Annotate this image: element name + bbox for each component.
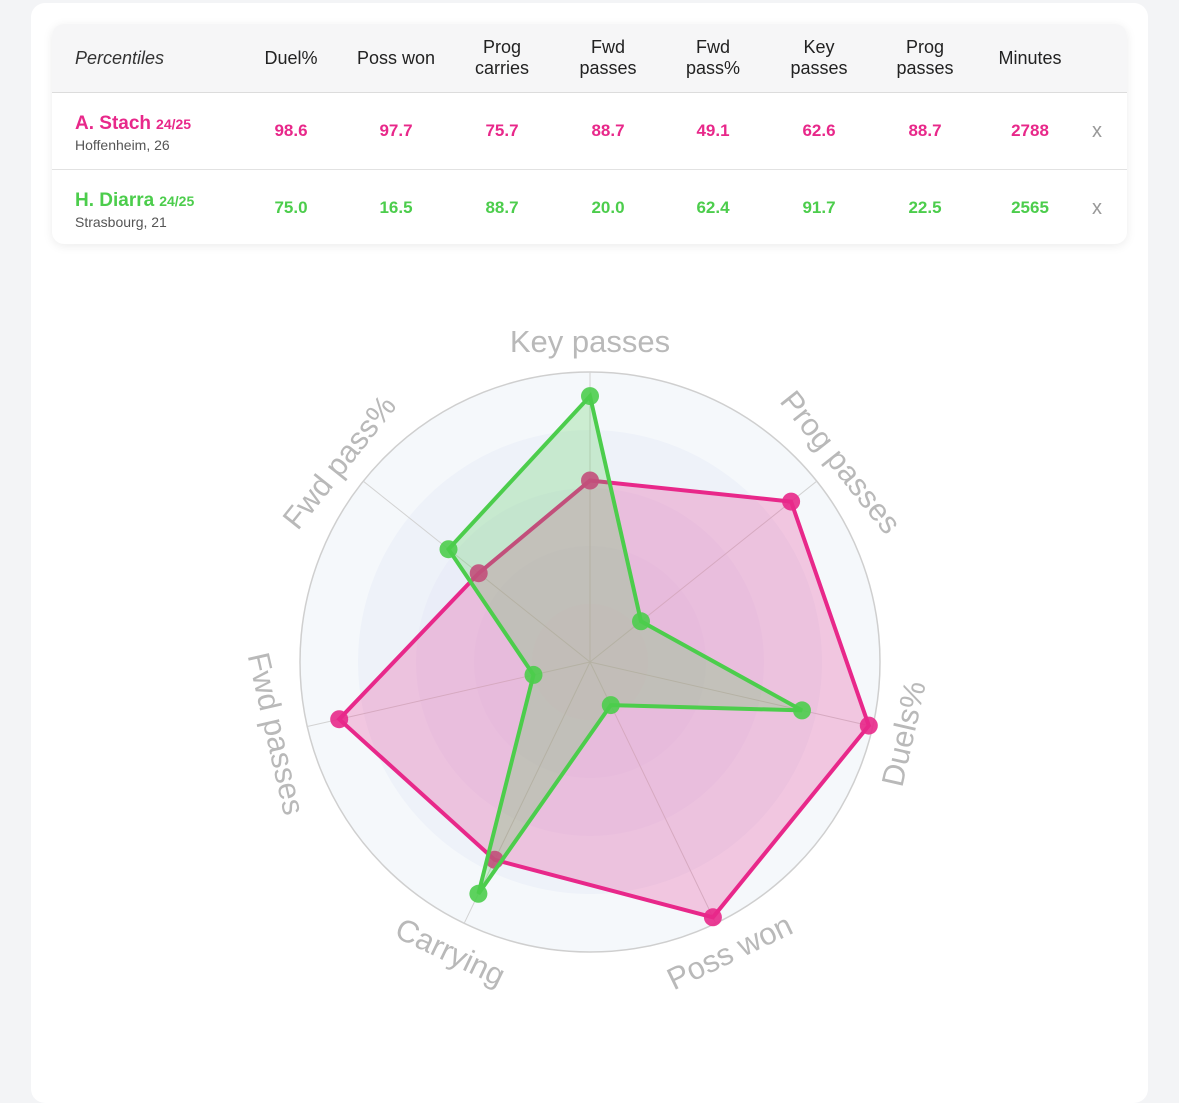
series-point — [469, 564, 488, 583]
series-polygon — [445, 391, 803, 895]
cell-key-passes: 91.7 — [802, 198, 836, 217]
series-2 — [439, 387, 811, 903]
table-row: H. Diarra 24/25 Strasbourg, 21 75.0 16.5 … — [52, 170, 1127, 244]
cell-fwd-pass-pct: 62.4 — [696, 198, 730, 217]
cell-key-passes: 62.6 — [802, 121, 836, 140]
remove-player-button[interactable]: x — [1092, 197, 1102, 219]
series-point — [330, 710, 349, 729]
player-team: Strasbourg, 21 — [75, 214, 167, 230]
player-team: Hoffenheim, 26 — [75, 137, 170, 153]
radar-spoke — [307, 661, 591, 728]
radar-spoke — [589, 661, 873, 728]
cell-prog-passes: 88.7 — [908, 121, 942, 140]
series-point — [859, 716, 878, 735]
series-point — [632, 612, 650, 631]
cell-minutes: 2565 — [1011, 198, 1049, 217]
series-point — [581, 387, 599, 406]
header-poss-won: Poss won — [356, 47, 436, 68]
series-point — [469, 884, 488, 903]
series-point — [782, 492, 801, 511]
cell-poss-won: 16.5 — [379, 198, 413, 217]
cell-duel-pct: 98.6 — [274, 121, 308, 140]
player-name-text: A. Stach — [75, 113, 152, 134]
table-row: A. Stach 24/25 Hoffenheim, 26 98.6 97.7 7… — [52, 93, 1127, 170]
table-header: Percentiles Duel% Poss won Prog carries … — [52, 24, 1127, 93]
header-prog-carries: Prog carries — [474, 37, 529, 78]
series-point — [793, 701, 811, 720]
cell-prog-carries: 75.7 — [485, 121, 519, 140]
cell-duel-pct: 75.0 — [274, 198, 308, 217]
axis-label: Key passes — [510, 324, 670, 359]
cell-poss-won: 97.7 — [379, 121, 413, 140]
header-minutes: Minutes — [998, 47, 1062, 68]
series-point — [581, 471, 599, 490]
player-name-text: H. Diarra — [75, 190, 155, 211]
header-fwd-pass-pct: Fwd pass% — [685, 37, 741, 78]
remove-player-button[interactable]: x — [1092, 120, 1102, 142]
series-polygon — [336, 478, 872, 920]
series-point — [439, 540, 458, 559]
header-percentiles: Percentiles — [75, 47, 165, 68]
cell-fwd-pass-pct: 49.1 — [696, 121, 730, 140]
series-1 — [330, 471, 878, 927]
cell-prog-carries: 88.7 — [485, 198, 519, 217]
header-fwd-passes: Fwd passes — [579, 37, 637, 78]
cell-minutes: 2788 — [1011, 121, 1049, 140]
radar-spoke — [589, 480, 818, 663]
player-season: 24/25 — [159, 193, 195, 209]
axis-label: Duels% — [875, 678, 933, 790]
header-duel-pct: Duel% — [264, 47, 318, 68]
player-name[interactable]: H. Diarra 24/25 — [75, 190, 194, 212]
series-point — [703, 908, 722, 927]
radar-spoke — [463, 661, 591, 924]
percentiles-table: Percentiles Duel% Poss won Prog carries … — [52, 24, 1127, 244]
header-key-passes: Key passes — [790, 37, 848, 78]
cell-prog-passes: 22.5 — [908, 198, 942, 217]
player-season: 24/25 — [156, 116, 192, 132]
series-point — [601, 696, 620, 715]
player-name[interactable]: A. Stach 24/25 — [75, 113, 191, 135]
cell-fwd-passes: 20.0 — [591, 198, 625, 217]
cell-fwd-passes: 88.7 — [591, 121, 625, 140]
series-point — [524, 665, 543, 684]
header-prog-passes: Prog passes — [896, 37, 954, 78]
